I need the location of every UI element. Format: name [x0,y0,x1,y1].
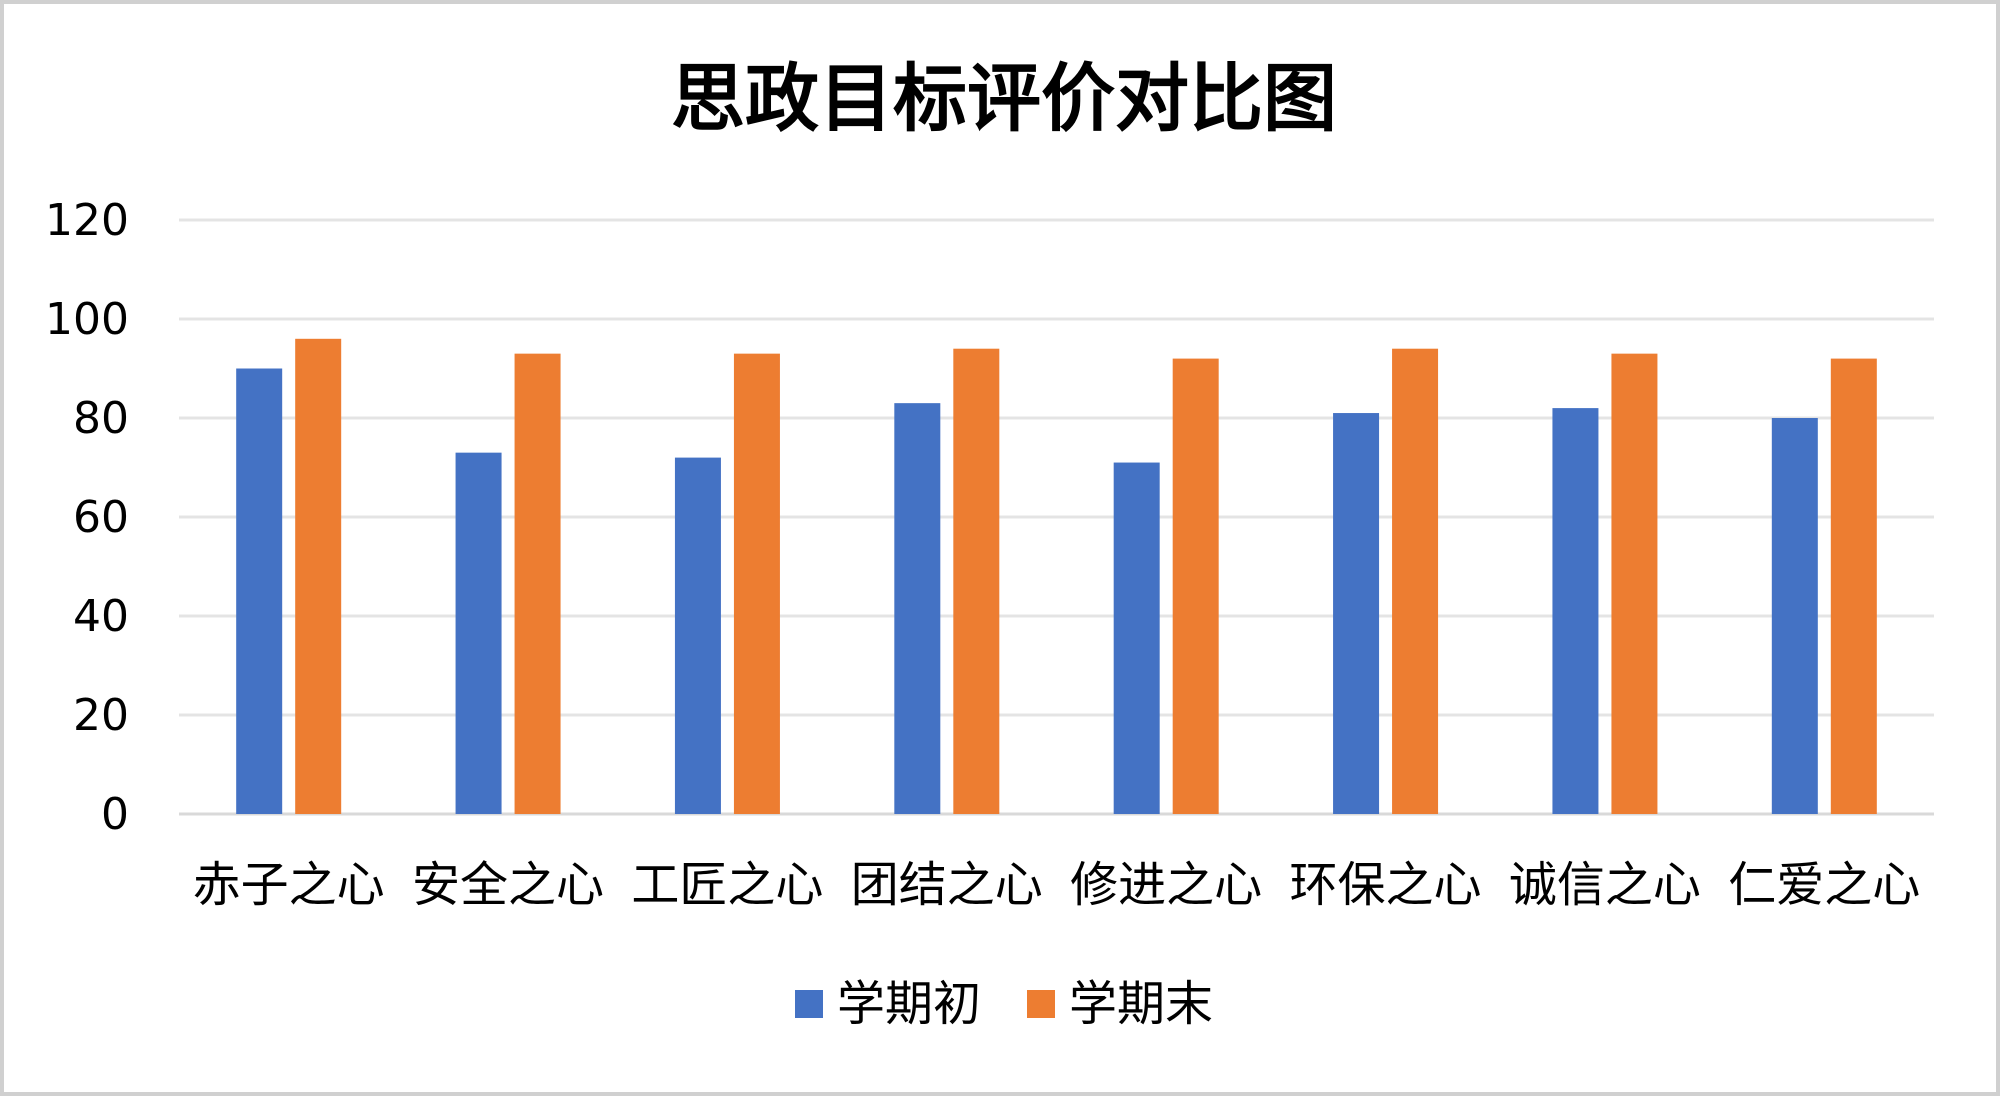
bar-series-0-cat-2 [674,457,721,814]
x-category-label: 赤子之心 [193,857,385,913]
x-category-label: 仁爱之心 [1728,857,1920,913]
x-category-label: 诚信之心 [1509,857,1701,913]
legend-item-series-1: 学期末 [1027,974,1213,1034]
bar-series-0-cat-0 [236,368,283,814]
bar-series-0-cat-5 [1333,413,1380,814]
legend-label-series-1: 学期末 [1069,976,1214,1032]
bar-series-1-cat-4 [1172,358,1219,814]
y-tick-label: 120 [45,195,129,246]
bar-series-1-cat-6 [1611,353,1658,814]
x-category-label: 工匠之心 [631,857,823,913]
y-tick-label: 0 [101,789,129,840]
x-category-label: 安全之心 [412,857,604,913]
bar-series-0-cat-3 [894,403,941,814]
y-tick-label: 20 [73,690,129,741]
bars [236,338,1877,814]
bar-series-0-cat-6 [1552,408,1599,814]
legend-label-series-0: 学期初 [836,976,981,1032]
x-axis-categories: 赤子之心 安全之心 工匠之心 团结之心 修进之心 环保之心 诚信之心 仁爱之心 [193,857,1921,913]
gridlines [179,218,1934,816]
x-category-label: 团结之心 [851,857,1043,913]
y-tick-label: 100 [45,294,129,345]
y-tick-label: 80 [73,393,129,444]
legend: 学期初 学期末 [4,974,2000,1034]
legend-swatch-series-1 [1027,990,1055,1018]
x-category-label: 环保之心 [1290,857,1482,913]
bar-chart: 0 20 40 60 80 100 120 赤子之心 安全之心 工匠之心 团结之心 修进之心 环保之心… [45,195,1934,913]
bar-series-1-cat-7 [1830,358,1877,814]
bar-series-1-cat-0 [295,338,342,814]
y-axis-ticks: 0 20 40 60 80 100 120 [45,195,129,840]
bar-series-1-cat-3 [953,348,1000,814]
bar-series-1-cat-5 [1392,348,1439,814]
y-tick-label: 60 [73,492,129,543]
bar-series-1-cat-1 [514,353,561,814]
x-category-label: 修进之心 [1070,857,1262,913]
chart-title: 思政目标评价对比图 [671,56,1337,142]
bar-series-0-cat-1 [455,452,502,814]
bar-series-1-cat-2 [733,353,780,814]
bar-series-0-cat-7 [1771,418,1818,814]
legend-item-series-0: 学期初 [794,974,981,1034]
legend-swatch-series-0 [794,990,823,1018]
y-tick-label: 40 [73,591,129,642]
bar-series-0-cat-4 [1113,462,1160,814]
